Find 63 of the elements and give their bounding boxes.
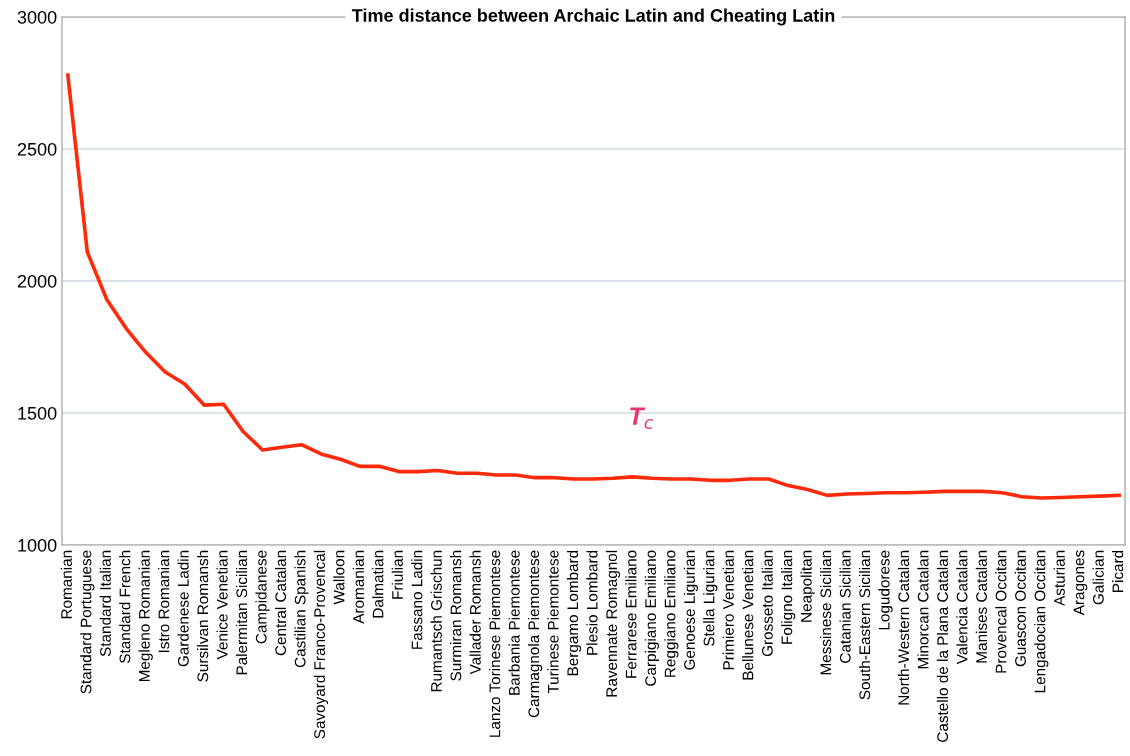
x-tick-label: Galician [1092, 550, 1104, 605]
x-tick-label: Messinese Sicilian [820, 550, 832, 675]
x-tick-label: Venice Venetian [216, 550, 228, 660]
x-tick-label: Catanian Sicilian [839, 550, 851, 663]
y-tick-label: 1000 [18, 538, 57, 552]
x-tick-label: Plesio Lombard [586, 550, 598, 655]
x-tick-label: Gardenese Ladin [177, 550, 189, 667]
x-tick-label: Foligno Italian [781, 550, 796, 644]
x-tick-label: Provencal Occitan [995, 550, 1007, 673]
x-tick-label: Central Catalan [274, 550, 287, 656]
x-tick-label: North-Western Catalan [897, 550, 910, 705]
x-tick-label: Picard [1112, 550, 1124, 592]
x-tick-label: Bergamo Lombard [566, 550, 582, 676]
y-tick-label: 2500 [17, 142, 57, 156]
x-tick-label: Palermitan Sicilian [235, 550, 248, 675]
x-tick-label: Asturian [1053, 550, 1065, 606]
x-tick-label: Guascon Occitan [1014, 550, 1026, 667]
x-tick-label: Manises Catalan [975, 550, 987, 663]
x-tick-label: Standard French [119, 550, 131, 663]
x-tick-label: Bellunese Venetian [742, 550, 754, 680]
x-tick-label: Megleno Romanian [138, 550, 153, 682]
x-tick-label: Ravennate Romagnol [605, 550, 621, 697]
x-tick-label: Castilian Spanish [294, 550, 309, 668]
x-tick-label: Aragones [1073, 550, 1088, 616]
x-tick-label: Surmiran Romansh [450, 550, 462, 681]
chart-title: Time distance between Archaic Latin and Cheating Latin [351, 8, 835, 26]
x-tick-label: Friulian [391, 550, 403, 599]
x-tick-label: Vallader Romansh [469, 550, 481, 675]
x-tick-label: Romanian [60, 550, 72, 619]
x-tick-label: Castello de la Plana Catalan [936, 550, 949, 742]
x-tick-label: South-Eastern Sicilian [858, 550, 871, 700]
x-tick-label: Valencia Catalan [956, 550, 968, 665]
x-tick-label: Lengadocian Occitan [1034, 550, 1049, 693]
x-tick-label: Aromanian [352, 550, 364, 624]
x-tick-label: Lanzo Torinese Piemontese [489, 550, 501, 737]
x-tick-label: Carpigiano Emiliano [644, 550, 660, 686]
x-tick-label: Dalmatian [372, 550, 384, 618]
x-tick-label: Rumantsch Grischun [430, 550, 442, 692]
y-tick-label: 1500 [18, 406, 57, 420]
x-tick-label: Savoyard Franco-Provencal [313, 550, 329, 739]
line-series [66, 73, 1121, 500]
y-tick-label: 3000 [17, 10, 57, 24]
annotation: T$_{c}$ [630, 407, 654, 430]
x-tick-label: Barbania Piemontese [508, 550, 520, 695]
x-tick-label: Standard Italian [99, 550, 111, 657]
x-tick-label: Campidanese [255, 550, 270, 644]
x-tick-label: Standard Portuguese [80, 550, 95, 694]
x-tick-label: Istro Romanian [158, 550, 170, 653]
x-tick-label: Reggiano Emiliano [664, 550, 679, 677]
x-tick-label: Turinese Piemontese [547, 550, 559, 694]
y-tick-label: 2000 [17, 274, 57, 288]
x-tick-label: Sursilvan Romansh [197, 550, 209, 682]
x-tick-label: Neapolitan [800, 550, 815, 622]
x-tick-label: Stella Ligurian [703, 550, 718, 646]
x-tick-label: Grosseto Italian [761, 550, 773, 657]
x-tick-label: Walloon [333, 550, 345, 605]
x-tick-label: Logudorese [878, 550, 893, 630]
x-tick-label: Fassano Ladin [411, 550, 423, 649]
x-tick-label: Ferrarese Emiliano [625, 550, 637, 678]
x-tick-label: Carmagnola Piemontese [527, 550, 543, 718]
x-tick-label: Minorcan Catalan [917, 550, 929, 669]
x-tick-label: Primiero Venetian [722, 550, 734, 670]
x-tick-label: Genoese Ligurian [683, 550, 698, 670]
